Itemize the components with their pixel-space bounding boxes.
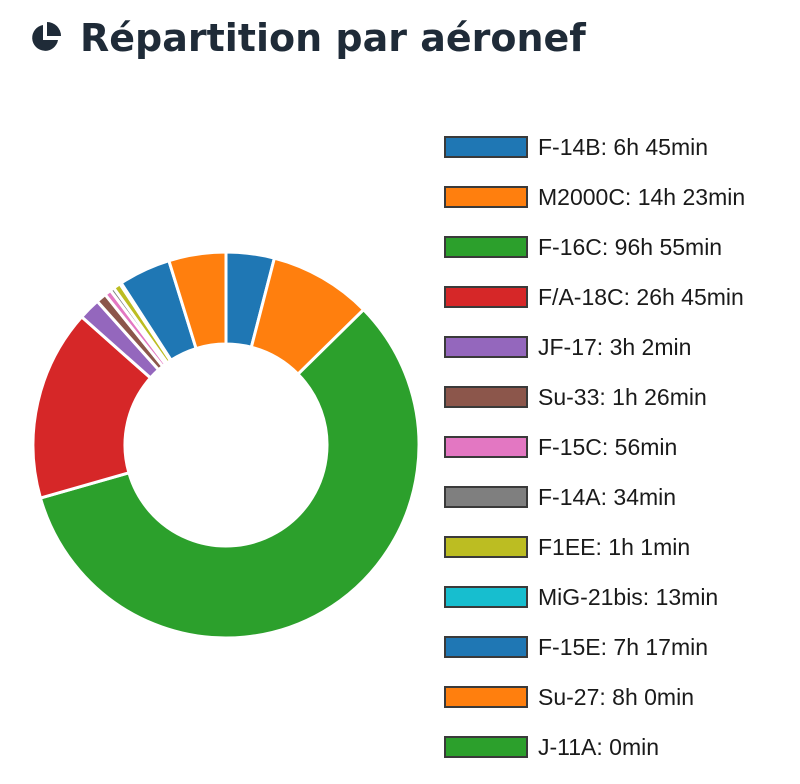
legend-swatch [444,286,528,308]
legend-item[interactable]: Su-27: 8h 0min [444,672,745,722]
legend-item[interactable]: MiG-21bis: 13min [444,572,745,622]
chart-title: Répartition par aéronef [80,16,586,60]
legend-swatch [444,636,528,658]
legend-item[interactable]: J-11A: 0min [444,722,745,772]
legend-label: F-14A: 34min [538,483,677,510]
legend-swatch [444,386,528,408]
legend-label: F/A-18C: 26h 45min [538,283,744,310]
legend-label: F-15E: 7h 17min [538,633,709,660]
legend-swatch [444,186,528,208]
legend-label: F-16C: 96h 55min [538,233,723,260]
legend-item[interactable]: Su-33: 1h 26min [444,372,745,422]
pie-chart-icon [28,21,62,55]
legend-item[interactable]: F-14A: 34min [444,472,745,522]
legend-label: Su-33: 1h 26min [538,383,707,410]
donut-slice-su-27[interactable] [166,250,228,351]
legend-label: F-14B: 6h 45min [538,133,709,160]
chart-header: Répartition par aéronef [28,8,586,68]
donut-chart [31,250,421,640]
legend-item[interactable]: F-15C: 56min [444,422,745,472]
legend-swatch [444,686,528,708]
legend-swatch [444,486,528,508]
legend-label: Su-27: 8h 0min [538,683,694,710]
legend-item[interactable]: F1EE: 1h 1min [444,522,745,572]
legend-item[interactable]: F-16C: 96h 55min [444,222,745,272]
legend-label: J-11A: 0min [538,733,660,760]
legend-item[interactable]: F-14B: 6h 45min [444,122,745,172]
legend-label: M2000C: 14h 23min [538,183,746,210]
legend-swatch [444,586,528,608]
chart-legend: F-14B: 6h 45min M2000C: 14h 23min F-16C: 9… [444,122,745,772]
legend-item[interactable]: F/A-18C: 26h 45min [444,272,745,322]
legend-swatch [444,536,528,558]
legend-swatch [444,336,528,358]
legend-swatch [444,736,528,758]
legend-label: F-15C: 56min [538,433,678,460]
legend-swatch [444,236,528,258]
legend-swatch [444,136,528,158]
legend-label: JF-17: 3h 2min [538,333,692,360]
legend-swatch [444,436,528,458]
legend-label: MiG-21bis: 13min [538,583,719,610]
legend-item[interactable]: JF-17: 3h 2min [444,322,745,372]
donut-slice-f-16c[interactable] [38,307,421,640]
legend-item[interactable]: M2000C: 14h 23min [444,172,745,222]
legend-label: F1EE: 1h 1min [538,533,691,560]
legend-item[interactable]: F-15E: 7h 17min [444,622,745,672]
